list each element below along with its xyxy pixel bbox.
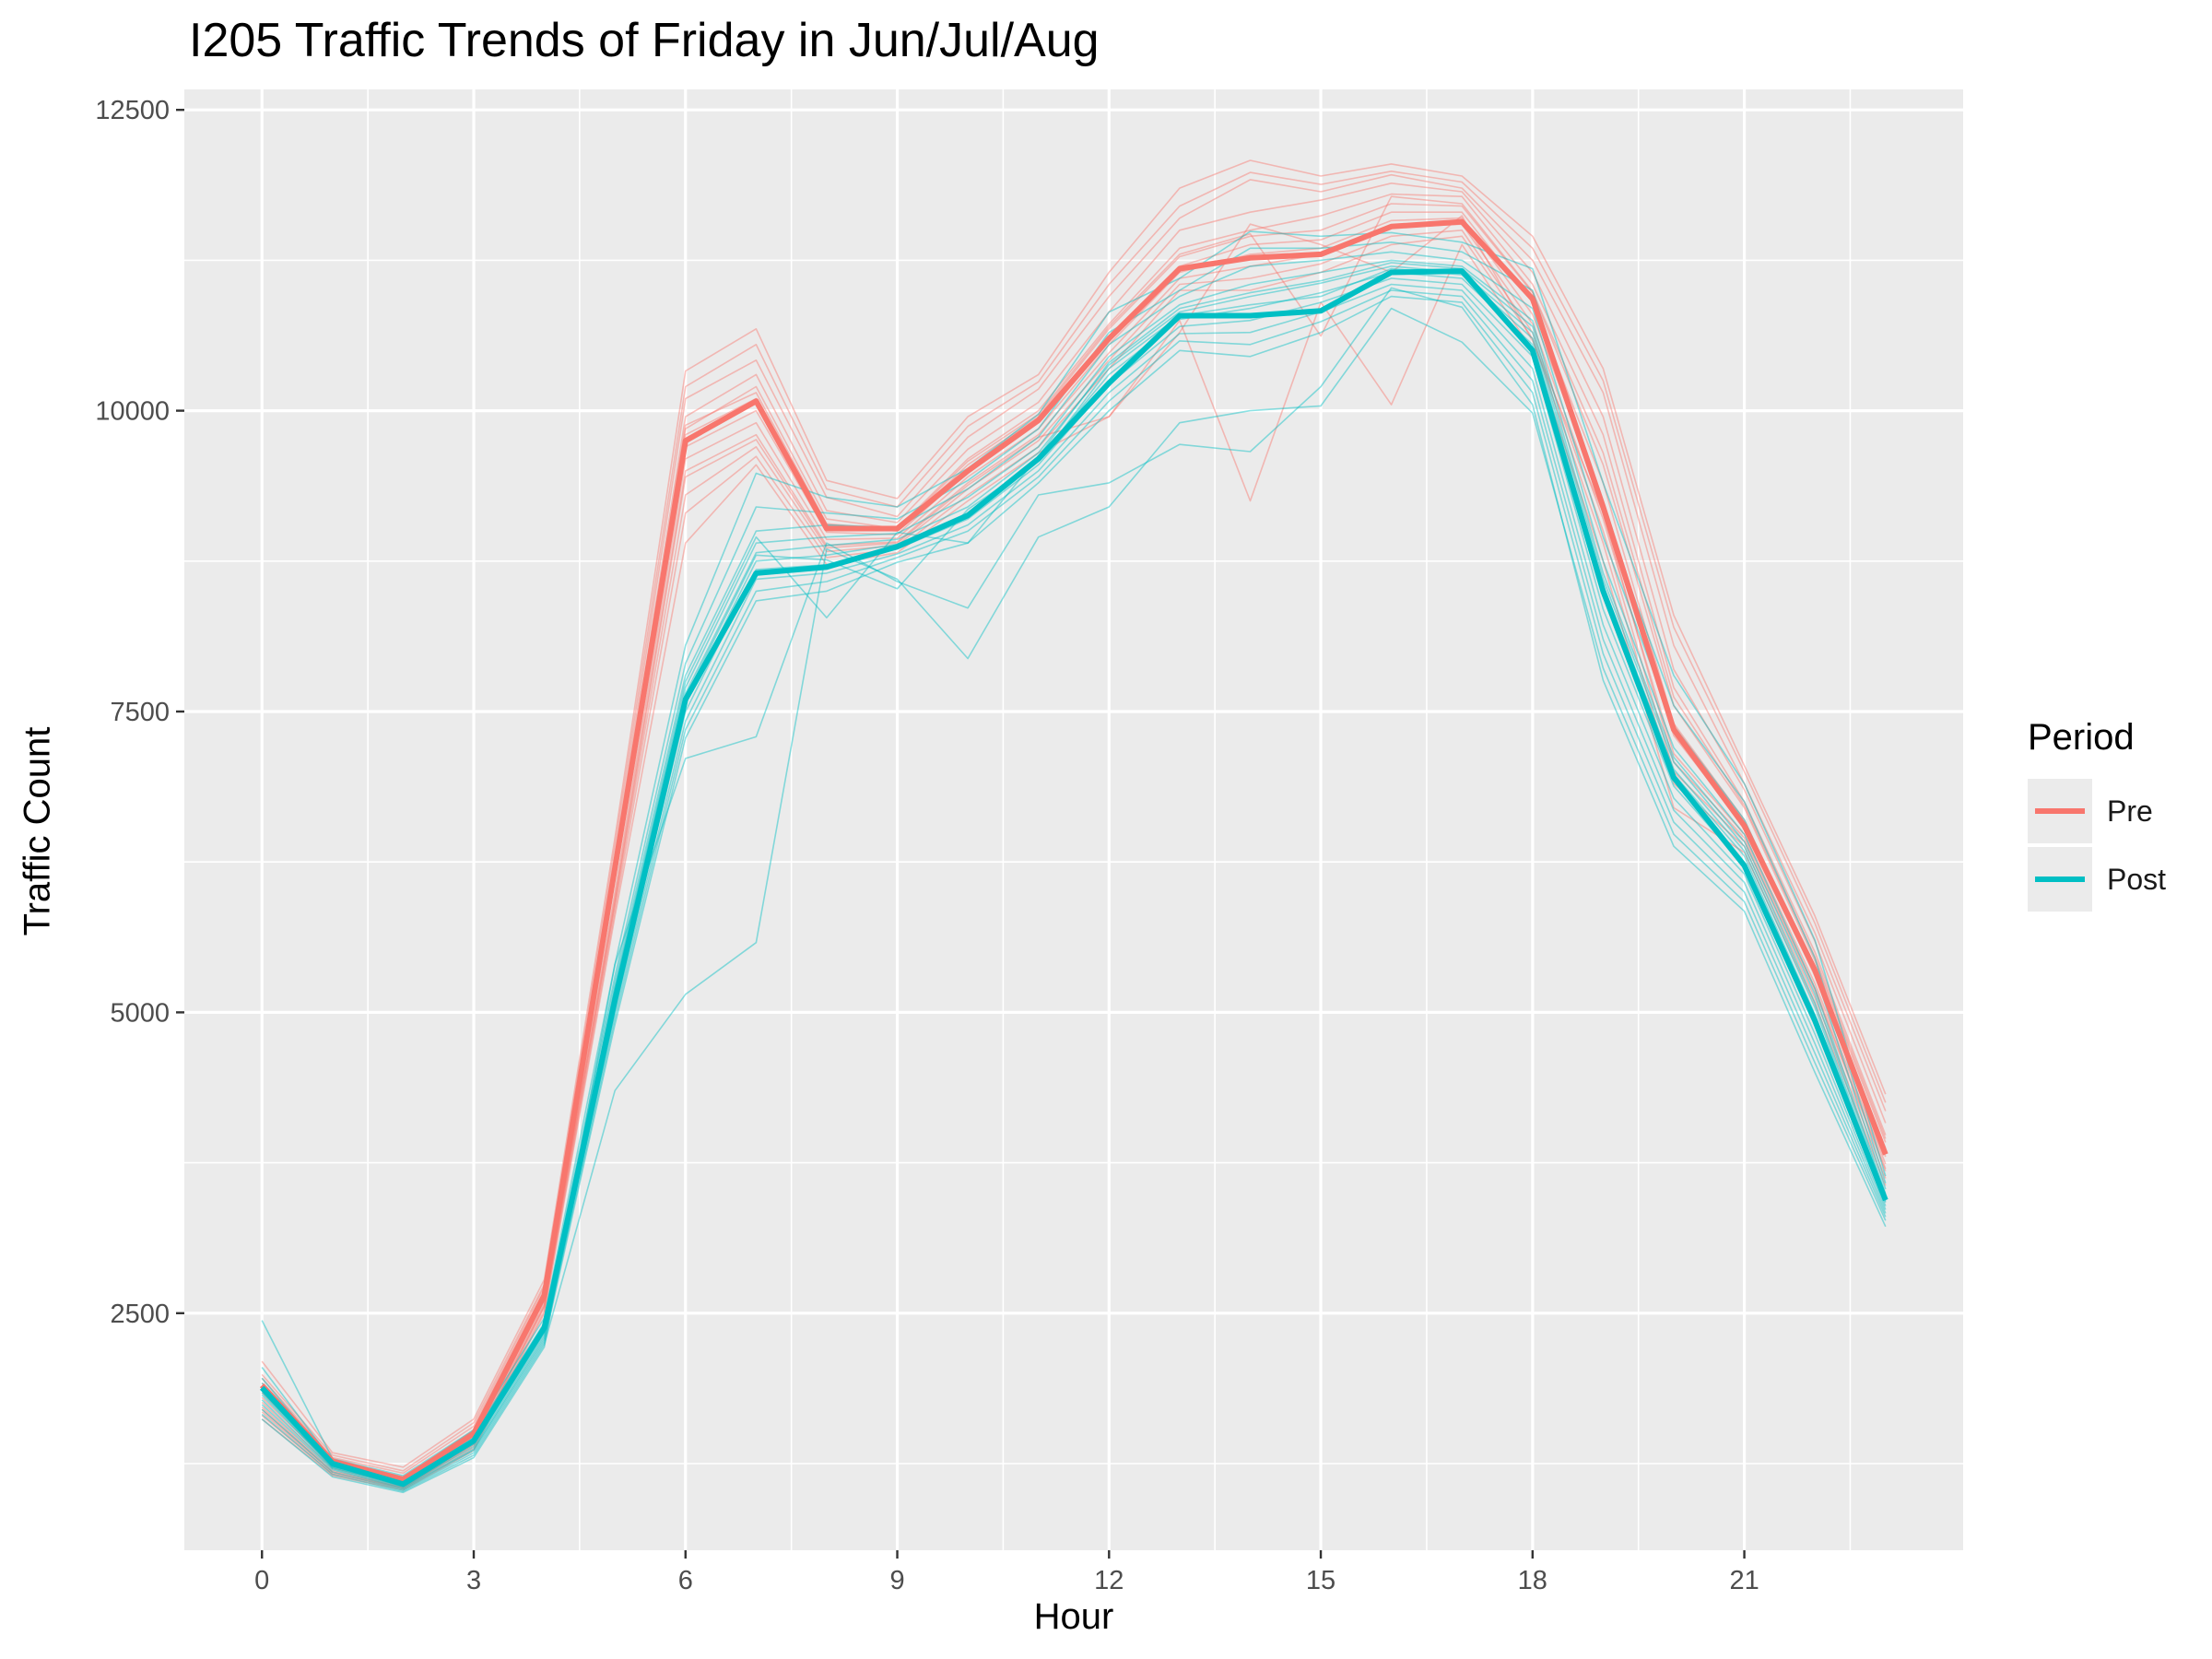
individual-line-pre-12 [261, 171, 1887, 1472]
y-tick-label: 2500 [110, 1300, 170, 1329]
x-tick-label: 9 [889, 1566, 904, 1595]
series-line-pre [260, 218, 1888, 1482]
legend-key-pre [2028, 779, 2092, 843]
individual-line-post-1 [261, 230, 1887, 1477]
individual-line-post-11 [261, 307, 1887, 1492]
x-tick-label: 15 [1306, 1566, 1335, 1595]
legend-key-post [2028, 847, 2092, 912]
x-tick-label: 6 [678, 1566, 693, 1595]
legend-item-pre: Pre [2028, 777, 2166, 845]
y-tick-label: 5000 [110, 998, 170, 1028]
legend-item-post: Post [2028, 845, 2166, 913]
y-tick-label: 7500 [110, 698, 170, 727]
x-tick-label: 0 [254, 1566, 269, 1595]
individual-line-pre-13 [261, 215, 1887, 1488]
individual-line-pre-11 [261, 243, 1887, 1491]
series-line-post [260, 268, 1888, 1488]
x-tick-label: 21 [1729, 1566, 1759, 1595]
individual-line-post-9 [261, 289, 1887, 1490]
individual-line-post-12 [261, 287, 1887, 1494]
x-axis-label: Hour [1033, 1596, 1114, 1637]
y-tick-label: 12500 [95, 96, 170, 125]
x-tick-label: 18 [1518, 1566, 1547, 1595]
individual-line-pre-8 [261, 223, 1887, 1488]
chart-title: I205 Traffic Trends of Friday in Jun/Jul… [189, 14, 1100, 67]
x-tick-label: 12 [1094, 1566, 1124, 1595]
individual-line-pre-9 [261, 229, 1887, 1488]
legend-label-post: Post [2107, 862, 2167, 896]
y-axis-label: Traffic Count [17, 726, 58, 936]
plot-panel [184, 89, 1963, 1550]
individual-line-pre-2 [261, 173, 1887, 1475]
legend: Period Pre Post [2028, 717, 2166, 913]
legend-label-pre: Pre [2107, 794, 2153, 828]
legend-title: Period [2028, 717, 2135, 758]
legend-swatch-pre [2035, 808, 2085, 814]
x-tick-label: 3 [466, 1566, 481, 1595]
individual-line-pre-10 [261, 235, 1887, 1490]
y-tick-label: 10000 [95, 397, 170, 427]
individual-line-pre-1 [261, 159, 1887, 1468]
individual-line-post-10 [261, 295, 1887, 1491]
individual-line-post-8 [261, 283, 1887, 1488]
legend-swatch-post [2035, 877, 2085, 882]
